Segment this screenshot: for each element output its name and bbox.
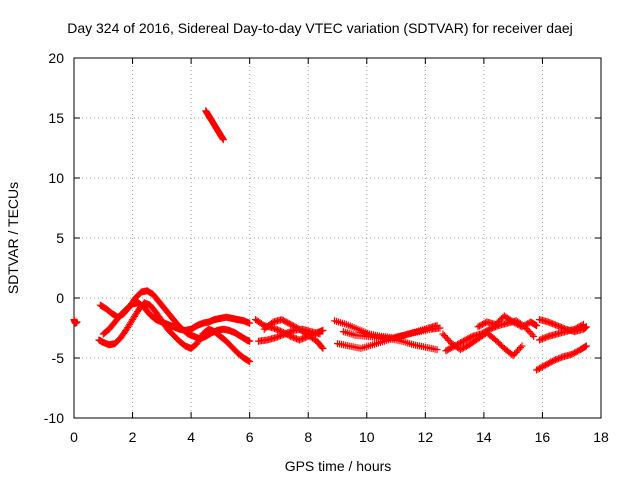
data-point bbox=[518, 342, 526, 350]
y-tick-label: -5 bbox=[52, 350, 65, 366]
data-point bbox=[319, 326, 327, 334]
data-point bbox=[73, 318, 81, 326]
data-point bbox=[528, 331, 536, 339]
x-tick-label: 12 bbox=[418, 429, 434, 445]
data-point bbox=[582, 342, 590, 350]
x-tick-label: 6 bbox=[246, 429, 254, 445]
data-point bbox=[246, 337, 254, 345]
plot-border bbox=[73, 57, 602, 419]
y-tick-label: 0 bbox=[56, 290, 64, 306]
chart-title: Day 324 of 2016, Sidereal Day-to-day VTE… bbox=[67, 20, 573, 36]
series-track-d bbox=[99, 299, 254, 338]
data-point bbox=[246, 319, 254, 327]
series-track-o bbox=[533, 342, 590, 374]
y-tick-label: -10 bbox=[44, 410, 64, 426]
series-track-m bbox=[442, 317, 538, 355]
y-tick-label: 15 bbox=[48, 110, 64, 126]
data-points bbox=[70, 107, 590, 374]
x-tick-label: 2 bbox=[129, 429, 137, 445]
y-tick-label: 5 bbox=[56, 230, 64, 246]
series-track-e bbox=[202, 107, 227, 144]
x-tick-label: 10 bbox=[359, 429, 375, 445]
x-tick-label: 14 bbox=[476, 429, 492, 445]
data-point bbox=[433, 346, 441, 354]
y-tick-label: 20 bbox=[48, 50, 64, 66]
data-point bbox=[436, 324, 444, 332]
series-track-k bbox=[339, 328, 441, 354]
x-tick-label: 16 bbox=[535, 429, 551, 445]
data-point bbox=[246, 358, 254, 366]
data-point bbox=[579, 320, 587, 328]
data-point bbox=[316, 330, 324, 338]
data-point bbox=[318, 343, 326, 351]
series-track-q bbox=[536, 320, 587, 344]
x-tick-label: 8 bbox=[304, 429, 312, 445]
x-tick-label: 18 bbox=[593, 429, 609, 445]
series-track-n bbox=[474, 312, 541, 331]
series-track-l bbox=[439, 329, 526, 360]
series-track-h bbox=[260, 316, 327, 352]
data-point bbox=[219, 136, 227, 144]
data-point bbox=[319, 344, 327, 352]
x-tick-label: 0 bbox=[70, 429, 78, 445]
data-point bbox=[533, 322, 541, 330]
x-tick-label: 4 bbox=[187, 429, 195, 445]
x-axis-label: GPS time / hours bbox=[285, 458, 392, 474]
y-axis-label: SDTVAR / TECUs bbox=[5, 182, 21, 294]
data-point bbox=[516, 344, 524, 352]
data-point bbox=[530, 332, 538, 340]
grid-lines bbox=[74, 58, 601, 418]
y-tick-label: 10 bbox=[48, 170, 64, 186]
data-point bbox=[578, 321, 586, 329]
series-track-a bbox=[70, 316, 81, 327]
axis-ticks: 0 2 4 6 8 10 12 14 16 18 -10 -5 0 5 10 15 20 bbox=[44, 50, 609, 445]
